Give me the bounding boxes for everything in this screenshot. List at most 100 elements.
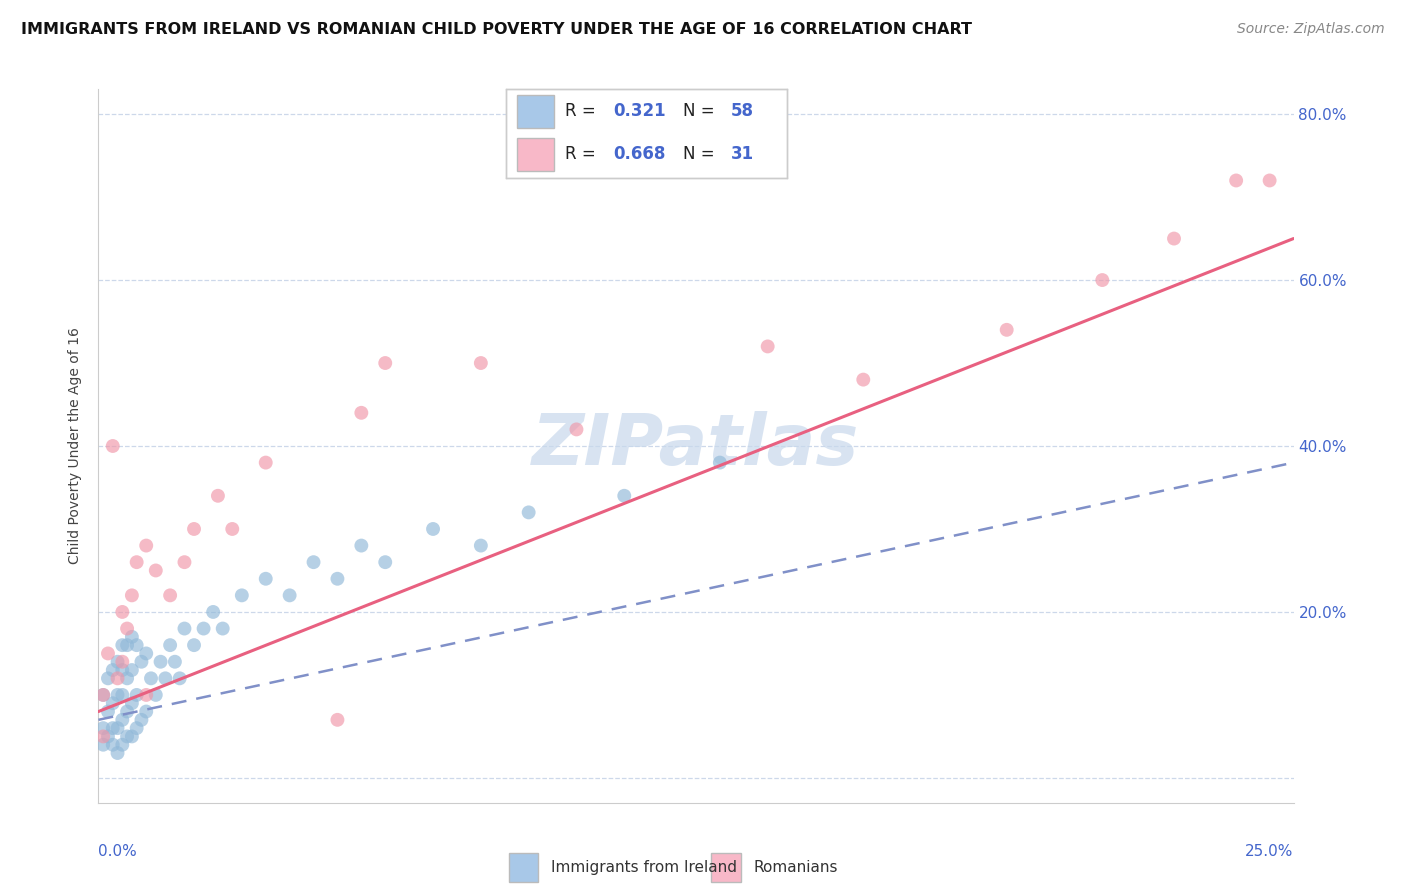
Point [183,638,205,652]
Point [193,622,215,636]
Point [163,655,186,669]
Text: Romanians: Romanians [754,860,838,875]
Point [91,688,114,702]
Point [149,655,172,669]
Point [107,655,129,669]
Point [131,713,153,727]
Point [1091,273,1114,287]
Text: 0.0%: 0.0% [98,845,138,859]
Point [97,671,120,685]
Point [107,688,129,702]
Point [101,696,124,710]
Text: 25.0%: 25.0% [1246,845,1294,859]
Y-axis label: Child Poverty Under the Age of 16: Child Poverty Under the Age of 16 [69,327,83,565]
Point [121,696,143,710]
Point [350,406,373,420]
Point [101,663,124,677]
Point [107,671,129,685]
Point [121,588,143,602]
Point [125,688,148,702]
Point [1225,173,1247,187]
Point [159,588,181,602]
Point [121,730,143,744]
Point [565,422,588,436]
Point [995,323,1018,337]
Point [709,456,731,470]
Point [231,588,253,602]
Point [211,622,233,636]
Point [111,663,134,677]
Point [91,738,114,752]
Point [115,671,138,685]
Point [350,539,373,553]
Point [97,730,120,744]
Point [131,655,153,669]
Point [139,671,162,685]
Point [145,564,167,578]
Point [374,356,396,370]
FancyBboxPatch shape [509,854,538,881]
Point [613,489,636,503]
Text: IMMIGRANTS FROM IRELAND VS ROMANIAN CHILD POVERTY UNDER THE AGE OF 16 CORRELATIO: IMMIGRANTS FROM IRELAND VS ROMANIAN CHIL… [21,22,972,37]
Point [145,688,167,702]
Point [1163,231,1185,245]
Point [326,572,349,586]
Point [221,522,243,536]
Point [111,605,134,619]
Point [326,713,349,727]
Point [169,671,191,685]
Point [115,622,138,636]
FancyBboxPatch shape [711,854,741,881]
Text: ZIPatlas: ZIPatlas [533,411,859,481]
Point [125,721,148,735]
Point [115,730,138,744]
Point [101,721,124,735]
Point [121,663,143,677]
Text: N =: N = [683,103,720,120]
Point [254,572,277,586]
Text: 31: 31 [731,145,754,163]
Point [422,522,444,536]
Point [111,738,134,752]
Point [470,539,492,553]
Point [470,356,492,370]
Point [302,555,325,569]
Point [135,705,157,719]
Point [91,730,114,744]
Point [111,688,134,702]
Text: 0.321: 0.321 [613,103,665,120]
Point [115,638,138,652]
Point [91,688,114,702]
Text: 58: 58 [731,103,754,120]
Point [111,655,134,669]
Point [756,339,779,353]
Point [107,746,129,760]
Point [121,630,143,644]
Point [1258,173,1281,187]
Point [517,505,540,519]
Point [125,638,148,652]
Point [111,638,134,652]
Point [135,647,157,661]
Point [125,555,148,569]
Point [101,439,124,453]
Point [97,647,120,661]
Point [91,721,114,735]
Point [111,713,134,727]
Point [207,489,229,503]
Point [202,605,225,619]
Point [374,555,396,569]
Text: N =: N = [683,145,720,163]
Text: R =: R = [565,145,602,163]
Point [183,522,205,536]
FancyBboxPatch shape [517,95,554,128]
Point [254,456,277,470]
Point [155,671,177,685]
Text: R =: R = [565,103,602,120]
Point [173,555,195,569]
Point [101,738,124,752]
Text: 0.668: 0.668 [613,145,665,163]
Point [278,588,301,602]
Text: Immigrants from Ireland: Immigrants from Ireland [551,860,737,875]
Point [173,622,195,636]
